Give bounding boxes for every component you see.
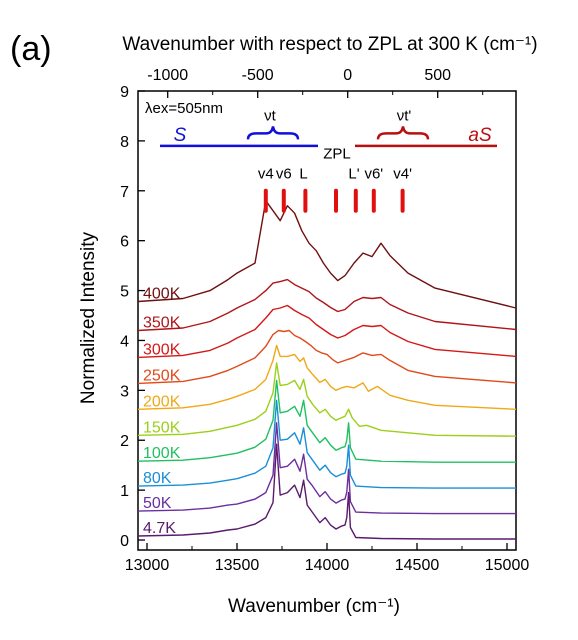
series-label-80K: 80K bbox=[143, 470, 172, 487]
nu-t-label: νt bbox=[264, 107, 277, 124]
top-tick-label: 500 bbox=[424, 67, 451, 84]
y-tick-label: 9 bbox=[120, 84, 129, 101]
series-line-200K bbox=[137, 344, 517, 410]
x-axis: 13000 13500 14000 14500 15000 bbox=[125, 543, 530, 574]
y-axis: 0 1 2 3 4 5 6 7 8 9 bbox=[120, 84, 145, 550]
y-tick-label: 5 bbox=[120, 284, 129, 301]
y-tick-label: 2 bbox=[120, 433, 129, 450]
y-tick-label: 7 bbox=[120, 184, 129, 201]
series-label-50K: 50K bbox=[143, 495, 172, 512]
y-tick-label: 1 bbox=[120, 483, 129, 500]
mode-label-4: v6' bbox=[364, 165, 383, 182]
top-tick-label: 0 bbox=[343, 67, 352, 84]
series-line-4.7K bbox=[137, 443, 516, 540]
x-tick-label: 13500 bbox=[215, 557, 260, 574]
top-tick-label: -1000 bbox=[147, 67, 188, 84]
mode-label-3: L' bbox=[348, 165, 359, 182]
x-axis-title: Wavenumber (cm⁻¹) bbox=[228, 596, 400, 617]
nu-t-prime-label: νt' bbox=[397, 107, 412, 124]
series-line-350K bbox=[137, 278, 517, 332]
stokes-label: S bbox=[174, 125, 187, 146]
series-labels: 4.7K 50K 80K 100K 150K 200K 250K 300K 350K 400K bbox=[143, 286, 181, 537]
top-axis-title: Wavenumber with respect to ZPL at 300 K … bbox=[122, 34, 537, 55]
nu-t-brace bbox=[246, 126, 300, 140]
mode-label-0: v4 bbox=[258, 165, 274, 182]
series-line-150K bbox=[137, 362, 517, 437]
series-label-300K: 300K bbox=[143, 341, 181, 358]
series-line-50K bbox=[137, 422, 516, 515]
series-label-150K: 150K bbox=[143, 419, 181, 436]
series-label-100K: 100K bbox=[143, 445, 181, 462]
y-tick-label: 3 bbox=[120, 383, 129, 400]
series-label-400K: 400K bbox=[143, 286, 181, 303]
excitation-label: λex=505nm bbox=[145, 100, 223, 117]
x-tick-label: 15000 bbox=[485, 557, 530, 574]
zpl-label: ZPL bbox=[323, 145, 351, 162]
series-label-200K: 200K bbox=[143, 393, 181, 410]
y-axis-title: Normalized Intensity bbox=[78, 231, 99, 404]
top-axis: -1000 -500 0 500 bbox=[147, 67, 484, 98]
mode-label-2: L bbox=[299, 165, 307, 182]
mode-label-1: v6 bbox=[276, 165, 292, 182]
y-tick-label: 8 bbox=[120, 134, 129, 151]
x-tick-label: 13000 bbox=[125, 557, 170, 574]
nu-t-prime-brace bbox=[376, 126, 430, 140]
annotations: λex=505nm S aS ZPL νt νt' v4 v6 L L' v6' v4' bbox=[145, 100, 497, 213]
mode-label-5: v4' bbox=[393, 165, 412, 182]
y-tick-label: 0 bbox=[120, 533, 129, 550]
y-tick-label: 4 bbox=[120, 333, 129, 350]
y-tick-label: 6 bbox=[120, 234, 129, 251]
x-tick-label: 14500 bbox=[395, 557, 440, 574]
series-line-400K bbox=[137, 200, 517, 309]
x-tick-label: 14000 bbox=[305, 557, 350, 574]
series-label-4.7K: 4.7K bbox=[143, 520, 176, 537]
series-lines bbox=[137, 200, 517, 540]
panel-label: (a) bbox=[10, 30, 52, 68]
antistokes-label: aS bbox=[468, 125, 492, 146]
top-tick-label: -500 bbox=[242, 67, 274, 84]
series-line-300K bbox=[137, 304, 517, 359]
series-line-100K bbox=[137, 379, 516, 463]
series-label-350K: 350K bbox=[143, 314, 181, 331]
series-label-250K: 250K bbox=[143, 367, 181, 384]
series-line-250K bbox=[137, 329, 517, 385]
series-line-80K bbox=[137, 399, 516, 489]
